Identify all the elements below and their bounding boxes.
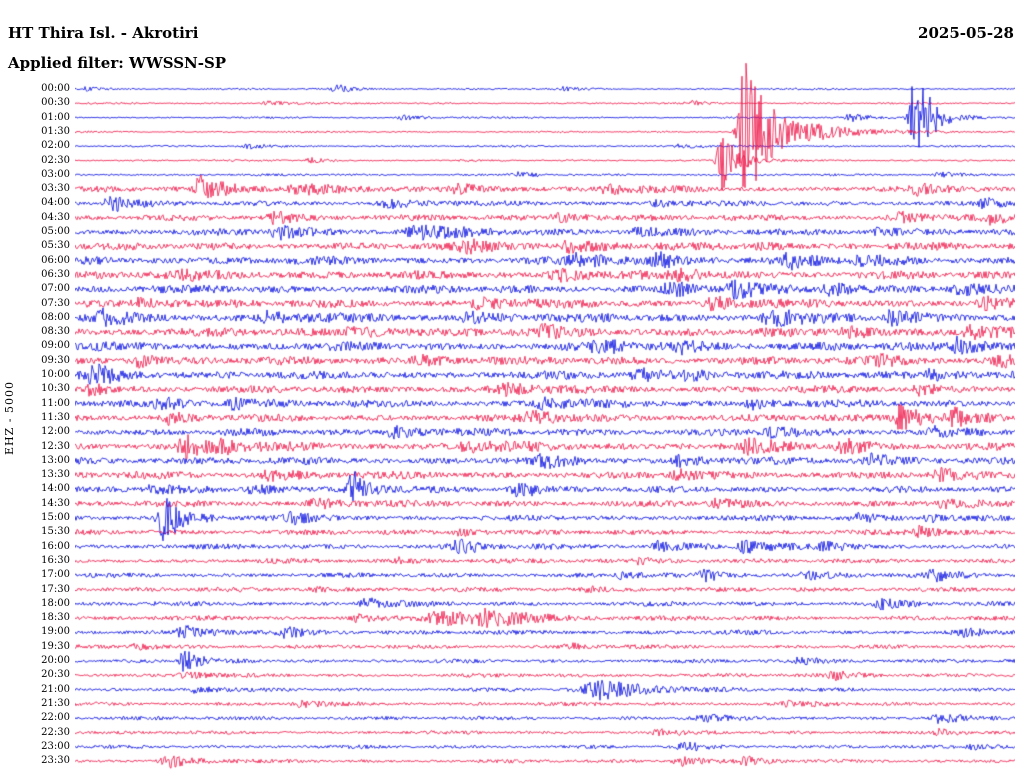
time-label: 08:00	[41, 311, 70, 323]
time-label: 21:30	[41, 697, 70, 709]
time-label: 01:00	[41, 111, 70, 123]
time-label: 03:30	[41, 183, 70, 195]
channel-scale-label: EHZ - 5000	[3, 381, 16, 455]
time-label: 19:30	[41, 640, 70, 652]
time-label: 00:00	[41, 83, 70, 94]
time-label: 22:00	[41, 712, 70, 724]
time-label: 13:30	[41, 469, 70, 481]
time-label: 15:00	[41, 512, 70, 523]
time-label: 18:30	[41, 612, 70, 624]
time-label: 16:00	[41, 540, 70, 552]
time-label: 05:00	[41, 226, 70, 237]
seismogram-traces	[75, 30, 1015, 770]
time-label: 02:00	[41, 140, 70, 152]
time-label: 07:30	[41, 297, 70, 309]
time-label: 14:30	[41, 497, 70, 509]
time-label: 04:30	[41, 211, 70, 223]
time-label: 09:00	[41, 340, 70, 352]
time-label: 21:00	[41, 683, 70, 695]
time-label: 22:30	[41, 726, 70, 738]
time-label: 17:30	[41, 583, 70, 595]
time-label: 10:00	[41, 369, 70, 380]
time-label: 03:00	[41, 168, 70, 180]
time-label: 23:30	[41, 755, 70, 767]
time-label: 13:00	[41, 454, 70, 466]
time-label: 08:30	[41, 326, 70, 338]
time-label: 02:30	[41, 154, 70, 166]
time-label: 15:30	[41, 526, 70, 538]
time-label: 01:30	[41, 125, 70, 137]
time-label: 06:00	[41, 254, 70, 266]
time-label: 00:30	[41, 97, 70, 109]
time-label: 05:30	[41, 240, 70, 252]
time-label: 07:00	[41, 283, 70, 295]
time-label: 14:00	[41, 483, 70, 495]
time-label: 18:00	[41, 597, 70, 609]
time-label: 09:30	[41, 354, 70, 366]
time-label: 16:30	[41, 554, 70, 566]
time-label: 23:00	[41, 740, 70, 752]
time-label: 17:00	[41, 569, 70, 581]
time-label: 20:00	[41, 655, 70, 666]
time-label: 06:30	[41, 268, 70, 280]
time-label: 04:00	[41, 197, 70, 209]
time-label: 19:00	[41, 626, 70, 638]
time-label: 20:30	[41, 669, 70, 681]
